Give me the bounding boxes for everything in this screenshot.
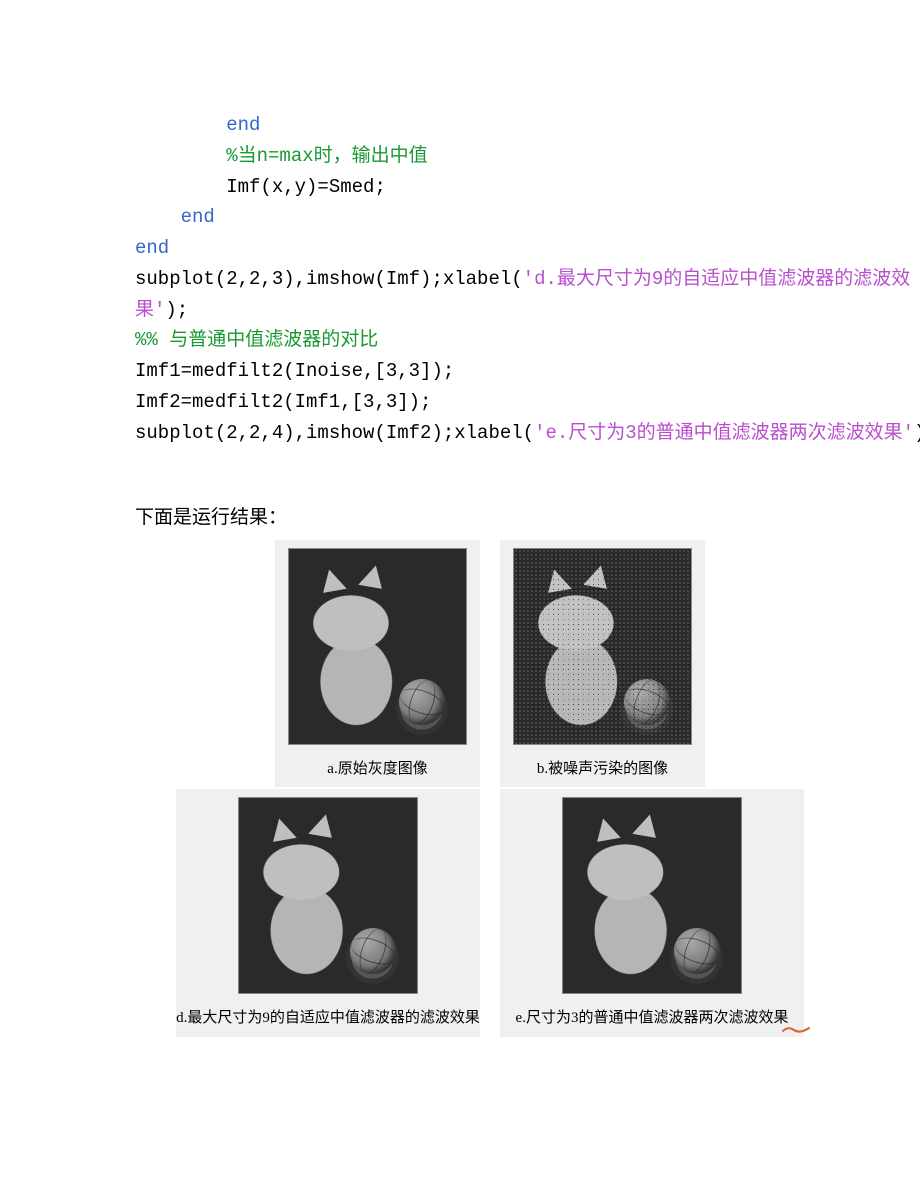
result-heading: 下面是运行结果： <box>135 503 790 534</box>
code-text: ); <box>914 422 920 444</box>
code-line: subplot(2,2,3),imshow(Imf);xlabel('d.最大尺… <box>135 264 790 295</box>
ball-placeholder <box>624 679 670 725</box>
image-median-filtered <box>562 797 742 994</box>
string-literal: 'e.尺寸为3的普通中值滤波器两次滤波效果' <box>534 422 914 444</box>
string-literal: 'd.最大尺寸为9的自适应中值滤波器的滤波效 <box>523 268 911 290</box>
keyword-end: end <box>135 237 169 259</box>
code-line: subplot(2,2,4),imshow(Imf2);xlabel('e.尺寸… <box>135 418 790 449</box>
code-text: Imf2=medfilt2(Imf1,[3,3]); <box>135 391 431 413</box>
ball-placeholder <box>350 928 396 974</box>
code-text: Imf(x,y)=Smed; <box>135 176 386 198</box>
figure-row-1: a.原始灰度图像 b.被噪声污染的图像 <box>165 540 815 787</box>
figure-cell-d: d.最大尺寸为9的自适应中值滤波器的滤波效果 <box>176 789 480 1036</box>
caption-b: b.被噪声污染的图像 <box>537 757 668 781</box>
code-line: %当n=max时，输出中值 <box>135 141 790 172</box>
document-page: end %当n=max时，输出中值 Imf(x,y)=Smed; end end… <box>0 0 920 1097</box>
code-text: subplot(2,2,4),imshow(Imf2);xlabel( <box>135 422 534 444</box>
image-noisy <box>513 548 692 745</box>
image-original <box>288 548 467 745</box>
code-line: end <box>135 202 790 233</box>
image-adaptive-filtered <box>238 797 418 994</box>
figure-row-2: d.最大尺寸为9的自适应中值滤波器的滤波效果 e.尺寸为3的普通中值滤波器两次滤… <box>165 789 815 1036</box>
comment: %当n=max时，输出中值 <box>135 145 428 167</box>
string-literal: 果' <box>135 299 165 321</box>
annotation-squiggle-icon <box>782 1025 810 1035</box>
code-line: 果'); <box>135 295 790 326</box>
figure-cell-b: b.被噪声污染的图像 <box>500 540 705 787</box>
cat-placeholder <box>514 549 691 744</box>
code-text: Imf1=medfilt2(Inoise,[3,3]); <box>135 360 454 382</box>
keyword-end: end <box>135 114 260 136</box>
code-line: Imf2=medfilt2(Imf1,[3,3]); <box>135 387 790 418</box>
code-line: Imf(x,y)=Smed; <box>135 172 790 203</box>
ball-placeholder <box>399 679 445 725</box>
code-line: %% 与普通中值滤波器的对比 <box>135 325 790 356</box>
caption-a: a.原始灰度图像 <box>327 757 427 781</box>
figure-cell-e: e.尺寸为3的普通中值滤波器两次滤波效果 <box>500 789 804 1036</box>
comment-section: %% 与普通中值滤波器的对比 <box>135 329 378 351</box>
caption-e: e.尺寸为3的普通中值滤波器两次滤波效果 <box>516 1006 789 1030</box>
figure-grid: a.原始灰度图像 b.被噪声污染的图像 d.最大尺寸为9的自适应中值滤波器的滤波… <box>165 540 815 1037</box>
code-line: end <box>135 233 790 264</box>
keyword-end: end <box>135 206 215 228</box>
caption-d: d.最大尺寸为9的自适应中值滤波器的滤波效果 <box>176 1006 480 1030</box>
code-text: subplot(2,2,3),imshow(Imf);xlabel( <box>135 268 523 290</box>
figure-cell-a: a.原始灰度图像 <box>275 540 480 787</box>
code-line: end <box>135 110 790 141</box>
code-line: Imf1=medfilt2(Inoise,[3,3]); <box>135 356 790 387</box>
ball-placeholder <box>674 928 720 974</box>
code-text: ); <box>165 299 188 321</box>
